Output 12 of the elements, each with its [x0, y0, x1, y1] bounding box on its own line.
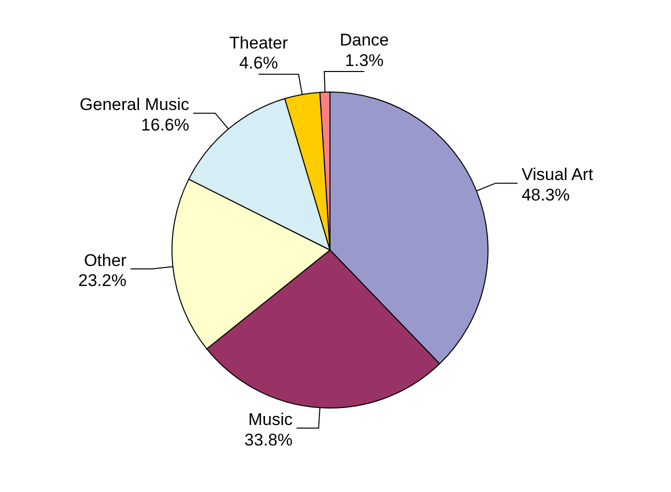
slice-label: Music — [248, 410, 294, 430]
slice-label: Visual Art — [522, 165, 594, 184]
slice-label: Theater — [229, 33, 288, 52]
slice-label: Other — [84, 250, 127, 270]
data-label: 23.2% — [78, 271, 126, 290]
data-label: 33.8% — [244, 430, 293, 450]
slice-label: General Music — [80, 95, 190, 114]
slice-label: Dance — [340, 30, 389, 50]
data-label: 48.3% — [522, 186, 570, 205]
data-label: 16.6% — [141, 116, 190, 135]
data-label: 1.3% — [344, 50, 384, 70]
data-label: 4.6% — [239, 54, 278, 73]
